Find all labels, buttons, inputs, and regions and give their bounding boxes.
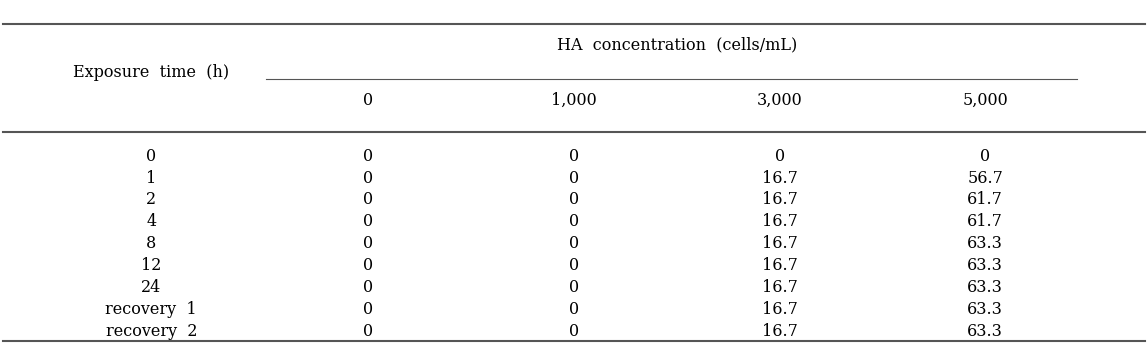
Text: 0: 0 xyxy=(363,301,373,318)
Text: 0: 0 xyxy=(775,148,785,165)
Text: 16.7: 16.7 xyxy=(762,301,798,318)
Text: 63.3: 63.3 xyxy=(968,301,1003,318)
Text: 63.3: 63.3 xyxy=(968,235,1003,252)
Text: recovery  1: recovery 1 xyxy=(106,301,197,318)
Text: 0: 0 xyxy=(363,279,373,296)
Text: 0: 0 xyxy=(363,213,373,230)
Text: 0: 0 xyxy=(363,170,373,187)
Text: 8: 8 xyxy=(146,235,156,252)
Text: 16.7: 16.7 xyxy=(762,257,798,274)
Text: 16.7: 16.7 xyxy=(762,170,798,187)
Text: 0: 0 xyxy=(569,213,579,230)
Text: 63.3: 63.3 xyxy=(968,257,1003,274)
Text: 63.3: 63.3 xyxy=(968,323,1003,340)
Text: 0: 0 xyxy=(363,192,373,209)
Text: 16.7: 16.7 xyxy=(762,213,798,230)
Text: 0: 0 xyxy=(363,148,373,165)
Text: 56.7: 56.7 xyxy=(968,170,1003,187)
Text: 5,000: 5,000 xyxy=(962,92,1008,109)
Text: HA  concentration  (cells/mL): HA concentration (cells/mL) xyxy=(557,36,797,53)
Text: 61.7: 61.7 xyxy=(968,192,1003,209)
Text: 0: 0 xyxy=(363,323,373,340)
Text: 1,000: 1,000 xyxy=(551,92,597,109)
Text: 16.7: 16.7 xyxy=(762,323,798,340)
Text: 0: 0 xyxy=(146,148,156,165)
Text: 0: 0 xyxy=(569,148,579,165)
Text: 16.7: 16.7 xyxy=(762,279,798,296)
Text: 0: 0 xyxy=(569,170,579,187)
Text: 16.7: 16.7 xyxy=(762,235,798,252)
Text: 0: 0 xyxy=(569,301,579,318)
Text: 4: 4 xyxy=(146,213,156,230)
Text: 0: 0 xyxy=(569,279,579,296)
Text: 16.7: 16.7 xyxy=(762,192,798,209)
Text: 0: 0 xyxy=(980,148,991,165)
Text: 0: 0 xyxy=(363,92,373,109)
Text: 0: 0 xyxy=(569,323,579,340)
Text: 0: 0 xyxy=(569,257,579,274)
Text: 0: 0 xyxy=(363,235,373,252)
Text: 2: 2 xyxy=(146,192,156,209)
Text: 61.7: 61.7 xyxy=(968,213,1003,230)
Text: recovery  2: recovery 2 xyxy=(106,323,197,340)
Text: 24: 24 xyxy=(141,279,162,296)
Text: 1: 1 xyxy=(146,170,156,187)
Text: 3,000: 3,000 xyxy=(757,92,802,109)
Text: 63.3: 63.3 xyxy=(968,279,1003,296)
Text: 0: 0 xyxy=(569,192,579,209)
Text: 0: 0 xyxy=(569,235,579,252)
Text: Exposure  time  (h): Exposure time (h) xyxy=(73,64,230,81)
Text: 0: 0 xyxy=(363,257,373,274)
Text: 12: 12 xyxy=(141,257,162,274)
